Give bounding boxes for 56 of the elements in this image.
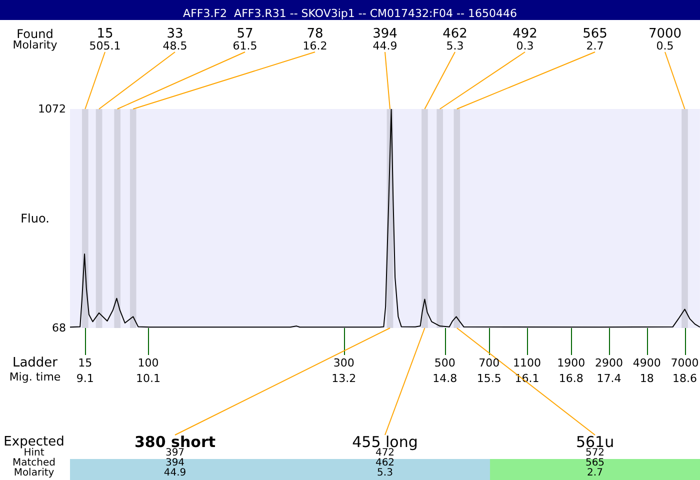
x-tick-label: 17.4 bbox=[596, 372, 622, 385]
annotation: 700 bbox=[478, 356, 500, 370]
y-tick-label: 1072 bbox=[38, 102, 66, 116]
text: Molarity bbox=[12, 38, 58, 52]
x-tick-label: 13.2 bbox=[332, 372, 356, 385]
text: 44.9 bbox=[164, 468, 186, 478]
x-tick-label: 18 bbox=[640, 372, 654, 385]
text: 16.2 bbox=[302, 40, 328, 52]
x-tick-label: 14.8 bbox=[432, 372, 458, 385]
annotation: 2900 bbox=[595, 356, 624, 370]
annotation: 15 bbox=[78, 356, 92, 370]
text: 61.5 bbox=[232, 40, 258, 52]
x-axis-title: Mig. time bbox=[9, 370, 61, 384]
text: 48.5 bbox=[162, 40, 188, 52]
text: Ladder bbox=[12, 356, 58, 370]
annotation: 78 bbox=[306, 26, 324, 42]
annotation: 33 bbox=[166, 26, 184, 42]
text: 5.3 bbox=[446, 40, 464, 52]
x-tick-label: 18.6 bbox=[672, 372, 698, 385]
text: Matched bbox=[12, 458, 56, 468]
annotation: 500 bbox=[434, 356, 456, 370]
annotation: 4900 bbox=[632, 356, 661, 370]
y-axis-title: Fluo. bbox=[20, 212, 50, 226]
text: Expected bbox=[4, 434, 64, 450]
text: 394 bbox=[165, 458, 185, 468]
text: 505.1 bbox=[89, 40, 121, 52]
chart-title: AFF3.F2 AFF3.R31 -- SKOV3ip1 -- CM017432:F04 -- 1650446 bbox=[183, 7, 517, 20]
text: 0.3 bbox=[516, 40, 534, 52]
text: 5.3 bbox=[377, 468, 393, 478]
text: 2.7 bbox=[587, 468, 603, 478]
annotation: 7000 bbox=[648, 26, 682, 42]
x-tick-label: 9.1 bbox=[76, 372, 94, 385]
annotation: 1100 bbox=[512, 356, 541, 370]
annotation: 462 bbox=[442, 26, 468, 42]
text: Found bbox=[16, 27, 54, 41]
text: Hint bbox=[24, 448, 44, 458]
x-tick-label: 15.5 bbox=[476, 372, 502, 385]
annotation: 57 bbox=[236, 26, 254, 42]
text: 565 bbox=[585, 458, 605, 468]
text: 0.5 bbox=[656, 40, 674, 52]
annotation: 300 bbox=[333, 356, 354, 370]
x-tick-label: 16.8 bbox=[558, 372, 584, 385]
text: 462 bbox=[375, 458, 395, 468]
annotation: 100 bbox=[138, 356, 159, 370]
annotation: 565 bbox=[582, 26, 608, 42]
annotation: 15 bbox=[96, 26, 114, 42]
annotation: 7000 bbox=[670, 356, 699, 370]
text: 44.9 bbox=[372, 40, 398, 52]
annotation: 1900 bbox=[557, 356, 586, 370]
line-series bbox=[70, 108, 700, 328]
y-tick-label: 68 bbox=[52, 322, 66, 334]
text: Molarity bbox=[14, 468, 54, 478]
annotation: 394 bbox=[372, 26, 398, 42]
annotation: 492 bbox=[512, 26, 538, 42]
text: 2.7 bbox=[586, 40, 604, 52]
x-tick-label: 10.1 bbox=[136, 372, 161, 385]
